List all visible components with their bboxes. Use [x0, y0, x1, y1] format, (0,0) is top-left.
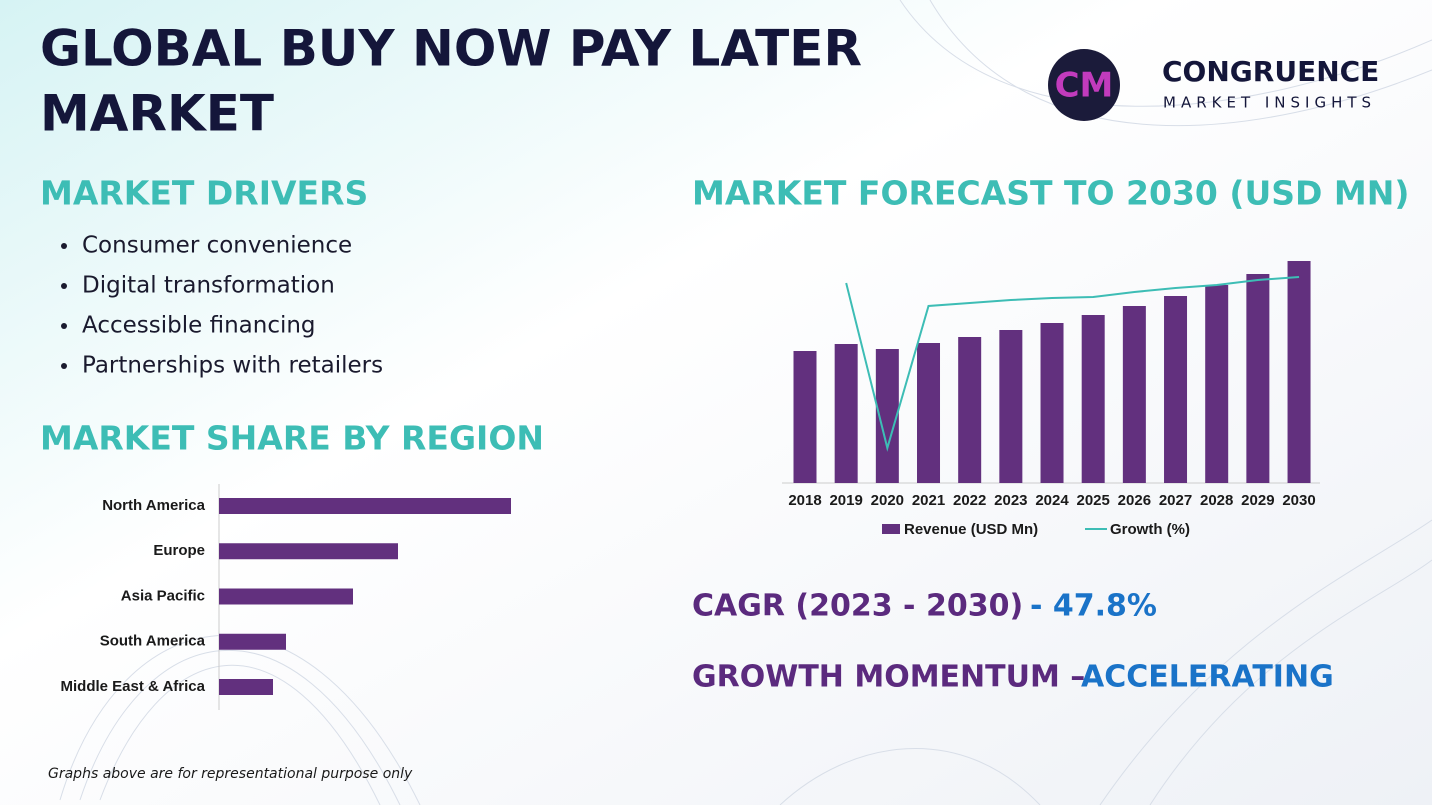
cagr-value: - 47.8% — [1030, 589, 1157, 624]
bullet — [61, 323, 67, 329]
driver-item: Consumer convenience — [82, 233, 352, 259]
bullet — [61, 363, 67, 369]
bar — [219, 679, 273, 695]
cagr-label: CAGR (2023 - 2030) — [692, 589, 1023, 624]
logo-mark: CM — [1055, 66, 1114, 106]
driver-item: Partnerships with retailers — [82, 353, 383, 379]
footnote: Graphs above are for representational pu… — [48, 766, 413, 782]
bar — [1081, 315, 1105, 483]
x-tick-label: 2024 — [1035, 492, 1069, 509]
x-tick-label: 2020 — [871, 492, 904, 509]
legend-swatch — [882, 524, 900, 534]
decor-waves — [59, 0, 1432, 805]
bar — [219, 633, 286, 650]
x-tick-label: 2023 — [994, 492, 1027, 509]
bullet — [61, 243, 67, 249]
x-tick-label: 2026 — [1118, 492, 1151, 509]
bar — [875, 349, 899, 483]
bar — [1287, 261, 1311, 483]
bar — [1246, 274, 1270, 483]
line — [845, 276, 1300, 452]
driver-item: Digital transformation — [82, 273, 335, 299]
x-tick-label: 2018 — [788, 492, 821, 509]
category-label: Middle East & Africa — [61, 678, 206, 695]
bar — [999, 330, 1023, 483]
x-tick-label: 2027 — [1159, 492, 1192, 509]
bar — [917, 343, 941, 483]
section-heading: MARKET FORECAST TO 2030 (USD MN) — [692, 174, 1409, 213]
title: MARKET — [40, 85, 274, 143]
bar — [958, 337, 982, 483]
driver-item: Accessible financing — [82, 313, 316, 339]
bar — [1122, 306, 1146, 483]
logo-circle — [1048, 49, 1120, 121]
legend-label: Growth (%) — [1110, 521, 1190, 538]
title: GLOBAL BUY NOW PAY LATER — [40, 20, 862, 78]
bar — [219, 543, 398, 560]
category-label: Europe — [153, 542, 205, 559]
x-tick-label: 2028 — [1200, 492, 1233, 509]
logo-tagline: MARKET INSIGHTS — [1163, 94, 1376, 112]
x-tick-label: 2019 — [829, 492, 862, 509]
x-tick-label: 2029 — [1241, 492, 1274, 509]
bar — [1040, 323, 1064, 483]
bar — [793, 351, 817, 483]
bar — [1164, 296, 1188, 483]
category-label: South America — [100, 633, 206, 650]
x-tick-label: 2025 — [1077, 492, 1110, 509]
x-tick-label: 2030 — [1282, 492, 1315, 509]
bar — [219, 588, 353, 605]
momentum-value: ACCELERATING — [1081, 660, 1334, 695]
x-tick-label: 2021 — [912, 492, 945, 509]
bar — [219, 498, 511, 514]
section-heading: MARKET SHARE BY REGION — [40, 419, 544, 458]
legend-label: Revenue (USD Mn) — [904, 521, 1038, 538]
logo-name: CONGRUENCE — [1162, 55, 1379, 88]
section-heading: MARKET DRIVERS — [40, 174, 368, 213]
momentum-label: GROWTH MOMENTUM – — [692, 660, 1085, 695]
category-label: Asia Pacific — [121, 587, 205, 604]
bar — [834, 344, 858, 483]
category-label: North America — [102, 497, 205, 514]
x-tick-label: 2022 — [953, 492, 986, 509]
bullet — [61, 283, 67, 289]
bar — [1205, 285, 1229, 483]
